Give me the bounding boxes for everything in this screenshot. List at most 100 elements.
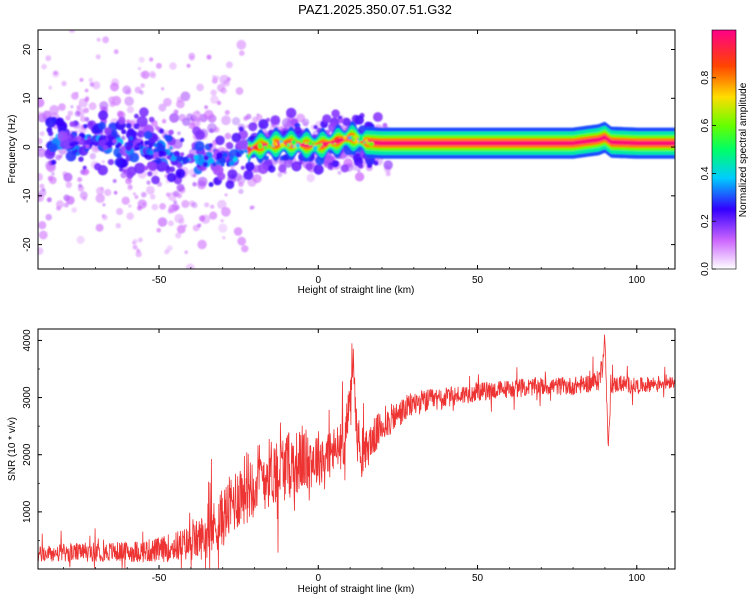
spectrogram-energy-blob bbox=[338, 118, 344, 124]
spectrogram-core-blob bbox=[69, 141, 75, 147]
spectrogram-energy-blob bbox=[121, 129, 127, 135]
spectrogram-energy-blob bbox=[225, 180, 235, 190]
spectrogram-band-spot bbox=[333, 142, 337, 146]
spectrogram-noise-blob bbox=[218, 223, 228, 233]
spectrogram-energy-blob bbox=[155, 157, 162, 164]
snr-y-tick-label: 3000 bbox=[22, 386, 33, 409]
spectrogram-energy-blob bbox=[268, 165, 276, 173]
spectrogram-noise-blob bbox=[96, 37, 101, 42]
spectrogram-noise-blob bbox=[277, 172, 283, 178]
spectrogram-core-blob bbox=[68, 137, 74, 143]
spectrogram-energy-blob bbox=[327, 164, 333, 170]
spectrogram-noise-blob bbox=[45, 55, 52, 62]
spectrogram-core-blob bbox=[220, 162, 225, 167]
spectrogram-noise-blob bbox=[149, 57, 154, 62]
spectrogram-noise-blob bbox=[63, 172, 73, 182]
spectrogram-energy-blob bbox=[292, 162, 301, 171]
spectrogram-energy-blob bbox=[98, 110, 109, 121]
spectrogram-noise-blob bbox=[38, 137, 43, 145]
spectrogram-noise-blob bbox=[184, 250, 188, 254]
spectrogram-noise-blob bbox=[188, 122, 196, 130]
spectrogram-core-blob bbox=[167, 155, 171, 160]
spectrogram-noise-blob bbox=[186, 63, 191, 68]
spectrogram-noise-blob bbox=[39, 131, 45, 137]
spectrogram-band-spot bbox=[295, 143, 300, 148]
colorbar-tick: 0.8 bbox=[700, 70, 716, 85]
spectrogram-noise-blob bbox=[45, 213, 52, 221]
spectrogram-energy-blob bbox=[282, 154, 289, 161]
spectrogram-core-blob bbox=[222, 151, 228, 158]
spectrogram-noise-blob bbox=[48, 176, 57, 185]
spectrogram-energy-blob bbox=[166, 172, 177, 183]
spectrogram-noise-blob bbox=[216, 100, 222, 106]
spectrogram-band-spot bbox=[268, 139, 274, 145]
spectrogram-core-blob bbox=[76, 136, 81, 141]
spectrogram-noise-blob bbox=[99, 101, 109, 111]
spectrogram-noise-blob bbox=[224, 132, 232, 140]
spectrogram-core-blob bbox=[176, 155, 183, 162]
spectrogram-core-blob bbox=[153, 143, 158, 148]
spectrogram-noise-blob bbox=[188, 52, 196, 60]
spectrogram-noise-blob bbox=[209, 211, 218, 220]
spectrogram-energy-blob bbox=[111, 130, 118, 137]
spectrogram-noise-blob bbox=[139, 90, 144, 95]
spectrogram-noise-blob bbox=[177, 131, 181, 136]
spectrogram-core-blob bbox=[102, 145, 108, 151]
spectrogram-noise-blob bbox=[220, 219, 224, 223]
spectrogram-energy-blob bbox=[134, 162, 146, 174]
spectrogram-noise-blob bbox=[38, 221, 47, 230]
spectrogram-noise-blob bbox=[150, 194, 156, 200]
spectrogram-noise-blob bbox=[63, 202, 69, 208]
spectrogram-noise-blob bbox=[38, 196, 41, 201]
spectrogram-noise-blob bbox=[78, 183, 83, 188]
snr-x-axis-label: Height of straight line (km) bbox=[298, 584, 415, 595]
spectrogram-energy-blob bbox=[94, 163, 102, 171]
spectrogram-noise-blob bbox=[214, 75, 220, 81]
spectrogram-noise-blob bbox=[197, 176, 208, 187]
spectrogram-band-spot bbox=[279, 142, 285, 148]
spectrogram-noise-blob bbox=[102, 214, 108, 221]
spectrogram-noise-blob bbox=[137, 66, 142, 71]
spectrogram-noise-blob bbox=[175, 232, 182, 239]
spectrogram-noise-blob bbox=[141, 191, 147, 198]
spectrogram-band-spot bbox=[304, 141, 308, 145]
spectrogram-core-blob bbox=[197, 159, 205, 166]
spectrogram-noise-blob bbox=[74, 110, 81, 117]
colorbar-tick-label: 0.0 bbox=[700, 262, 711, 276]
spectrogram-noise-blob bbox=[150, 72, 157, 79]
spectrogram-noise-blob bbox=[383, 122, 388, 127]
spectrogram-energy-blob bbox=[129, 152, 140, 163]
spectrogram-energy-blob bbox=[231, 132, 242, 143]
spectrogram-noise-blob bbox=[224, 110, 230, 115]
spectrogram-noise-blob bbox=[58, 103, 66, 111]
spectrogram-energy-blob bbox=[373, 160, 379, 166]
spectrogram-y-tick-label: 10 bbox=[22, 92, 33, 104]
spectrogram-noise-blob bbox=[80, 169, 86, 175]
spectrogram-noise-blob bbox=[132, 244, 138, 250]
spectrogram-energy-blob bbox=[313, 164, 324, 175]
spectrogram-noise-blob bbox=[178, 113, 186, 122]
spectrogram-energy-blob bbox=[168, 129, 174, 135]
spectrogram-band-spot bbox=[364, 138, 368, 142]
spectrogram-noise-blob bbox=[92, 81, 101, 90]
spectrogram-noise-blob bbox=[79, 77, 84, 82]
spectrogram-y-tick: 10 bbox=[22, 92, 675, 104]
spectrogram-noise-blob bbox=[225, 287, 229, 291]
spectrogram-core-blob bbox=[129, 136, 134, 141]
spectrogram-noise-blob bbox=[38, 173, 43, 181]
spectrogram-noise-blob bbox=[76, 235, 85, 244]
spectrogram-band-spot bbox=[319, 143, 323, 146]
spectrogram-core-blob bbox=[170, 155, 177, 162]
spectrogram-energy-blob bbox=[358, 163, 364, 169]
spectrogram-noise-blob bbox=[134, 195, 139, 199]
spectrogram-noise-blob bbox=[43, 20, 47, 24]
spectrogram-panel: -50 0 50 100 -20 -10 0 10 20 Height of straight … bbox=[7, 20, 676, 296]
spectrogram-noise-blob bbox=[71, 92, 79, 100]
spectrogram-noise-blob bbox=[38, 97, 45, 108]
spectrogram-noise-blob bbox=[65, 195, 75, 205]
spectrogram-energy-blob bbox=[107, 159, 114, 166]
spectrogram-x-tick-label: 0 bbox=[315, 275, 321, 286]
spectrogram-energy-blob bbox=[305, 162, 314, 171]
spectrogram-noise-blob bbox=[113, 190, 118, 195]
